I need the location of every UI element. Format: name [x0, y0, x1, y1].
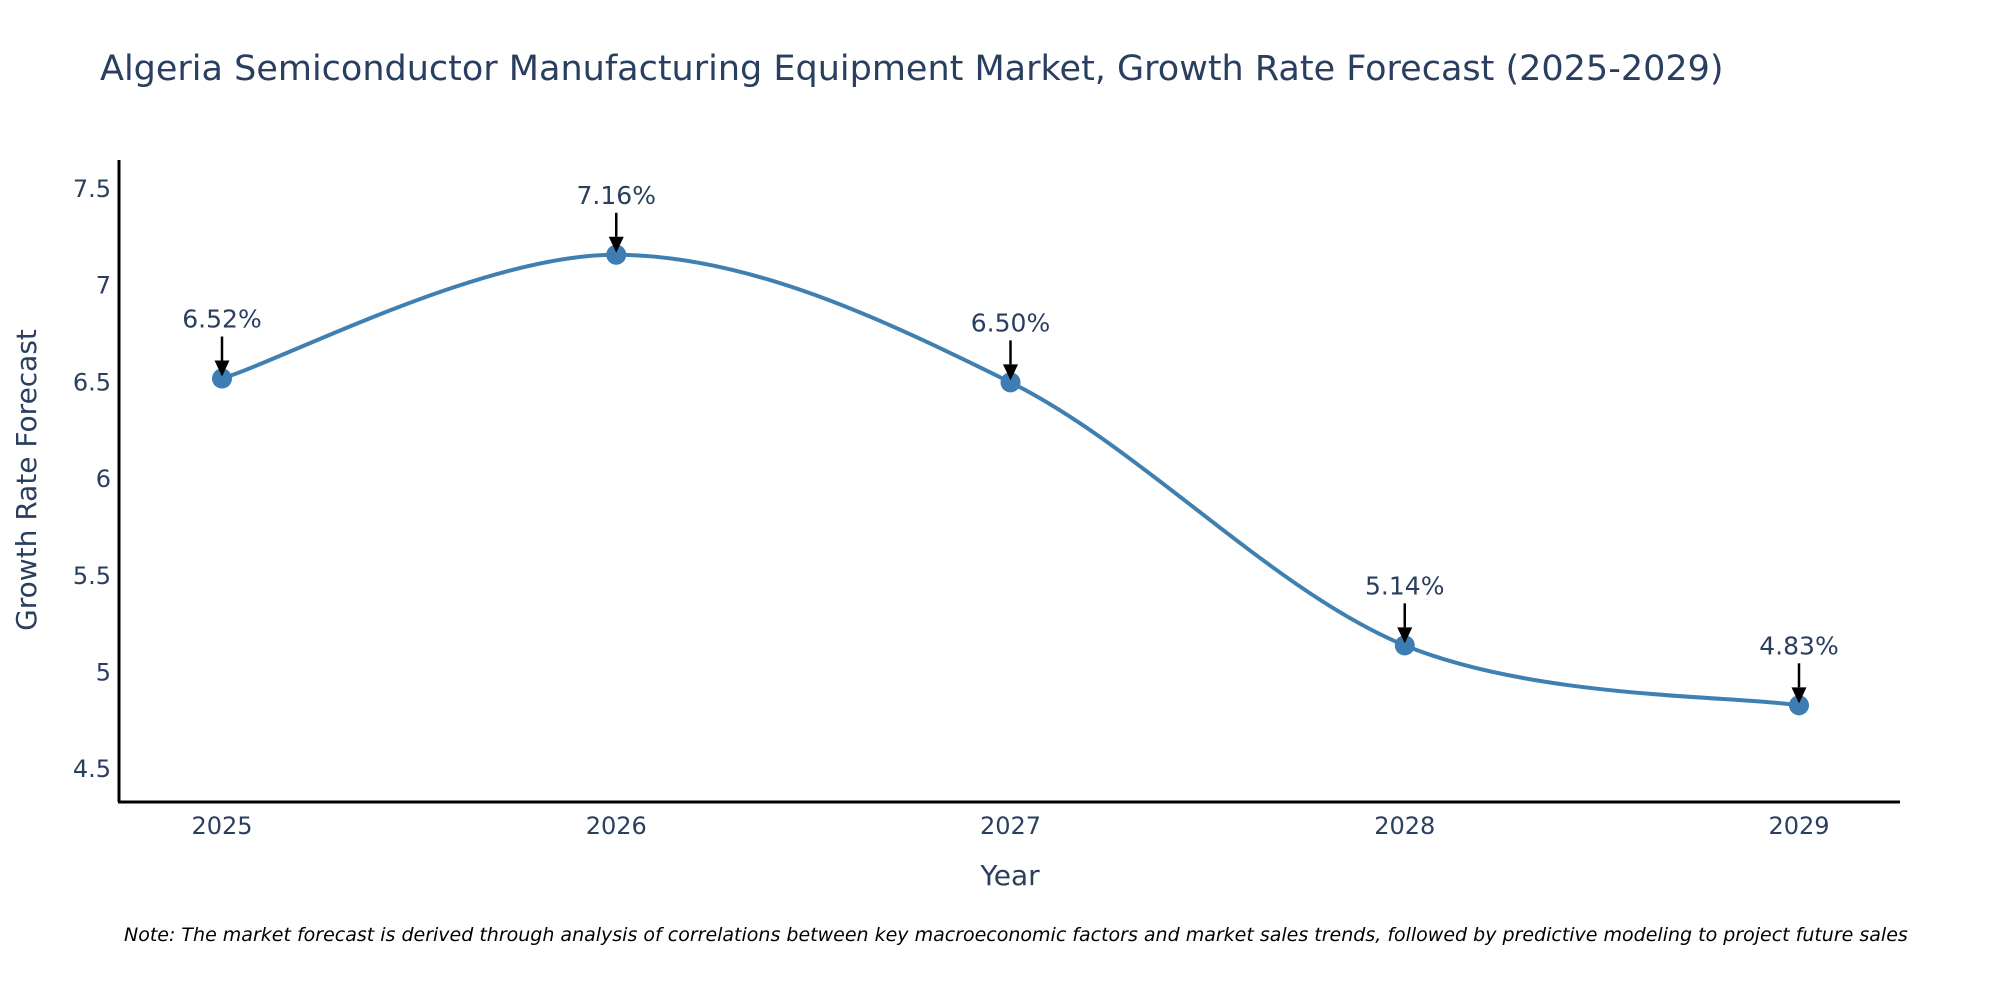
- data-label: 5.14%: [1365, 571, 1444, 600]
- y-axis-ticks: 4.5 5 5.5 6 6.5 7 7.5: [73, 175, 111, 783]
- data-points: [212, 244, 1809, 716]
- data-point-marker: [1000, 372, 1021, 393]
- data-label: 6.52%: [182, 305, 261, 334]
- forecast-note: Note: The market forecast is derived thr…: [124, 924, 1908, 946]
- data-label: 6.50%: [971, 308, 1050, 337]
- annotation-arrow-head: [1003, 364, 1018, 381]
- x-axis-title: Year: [979, 859, 1040, 892]
- y-tick-label: 7.5: [73, 175, 111, 203]
- chart-title: Algeria Semiconductor Manufacturing Equi…: [100, 49, 1724, 89]
- y-axis-title: Growth Rate Forecast: [10, 329, 43, 631]
- data-point-marker: [606, 244, 627, 265]
- data-point-marker: [212, 368, 232, 389]
- data-point-marker: [1789, 695, 1809, 716]
- y-tick-label: 5.5: [73, 562, 111, 590]
- data-label: 7.16%: [577, 181, 656, 210]
- y-tick-label: 5: [96, 658, 111, 686]
- y-tick-label: 6.5: [73, 368, 111, 396]
- data-annotations: 6.52% 7.16% 6.50% 5.14% 4.83%: [182, 181, 1839, 704]
- y-tick-label: 7: [96, 272, 111, 300]
- annotation-arrow-head: [214, 360, 230, 377]
- y-tick-label: 4.5: [73, 755, 111, 783]
- annotation-arrow-head: [608, 236, 624, 253]
- annotation-arrow-head: [1791, 687, 1807, 704]
- x-axis-ticks: 2025 2026 2027 2028 2029: [191, 812, 1829, 840]
- x-tick-label: 2028: [1374, 812, 1435, 840]
- x-tick-label: 2027: [980, 812, 1041, 840]
- data-label: 4.83%: [1759, 631, 1838, 660]
- x-tick-label: 2025: [191, 812, 252, 840]
- x-tick-label: 2026: [586, 812, 647, 840]
- annotation-arrow-head: [1397, 627, 1413, 644]
- x-tick-label: 2029: [1768, 812, 1829, 840]
- data-point-marker: [1394, 635, 1415, 656]
- y-tick-label: 6: [96, 465, 111, 493]
